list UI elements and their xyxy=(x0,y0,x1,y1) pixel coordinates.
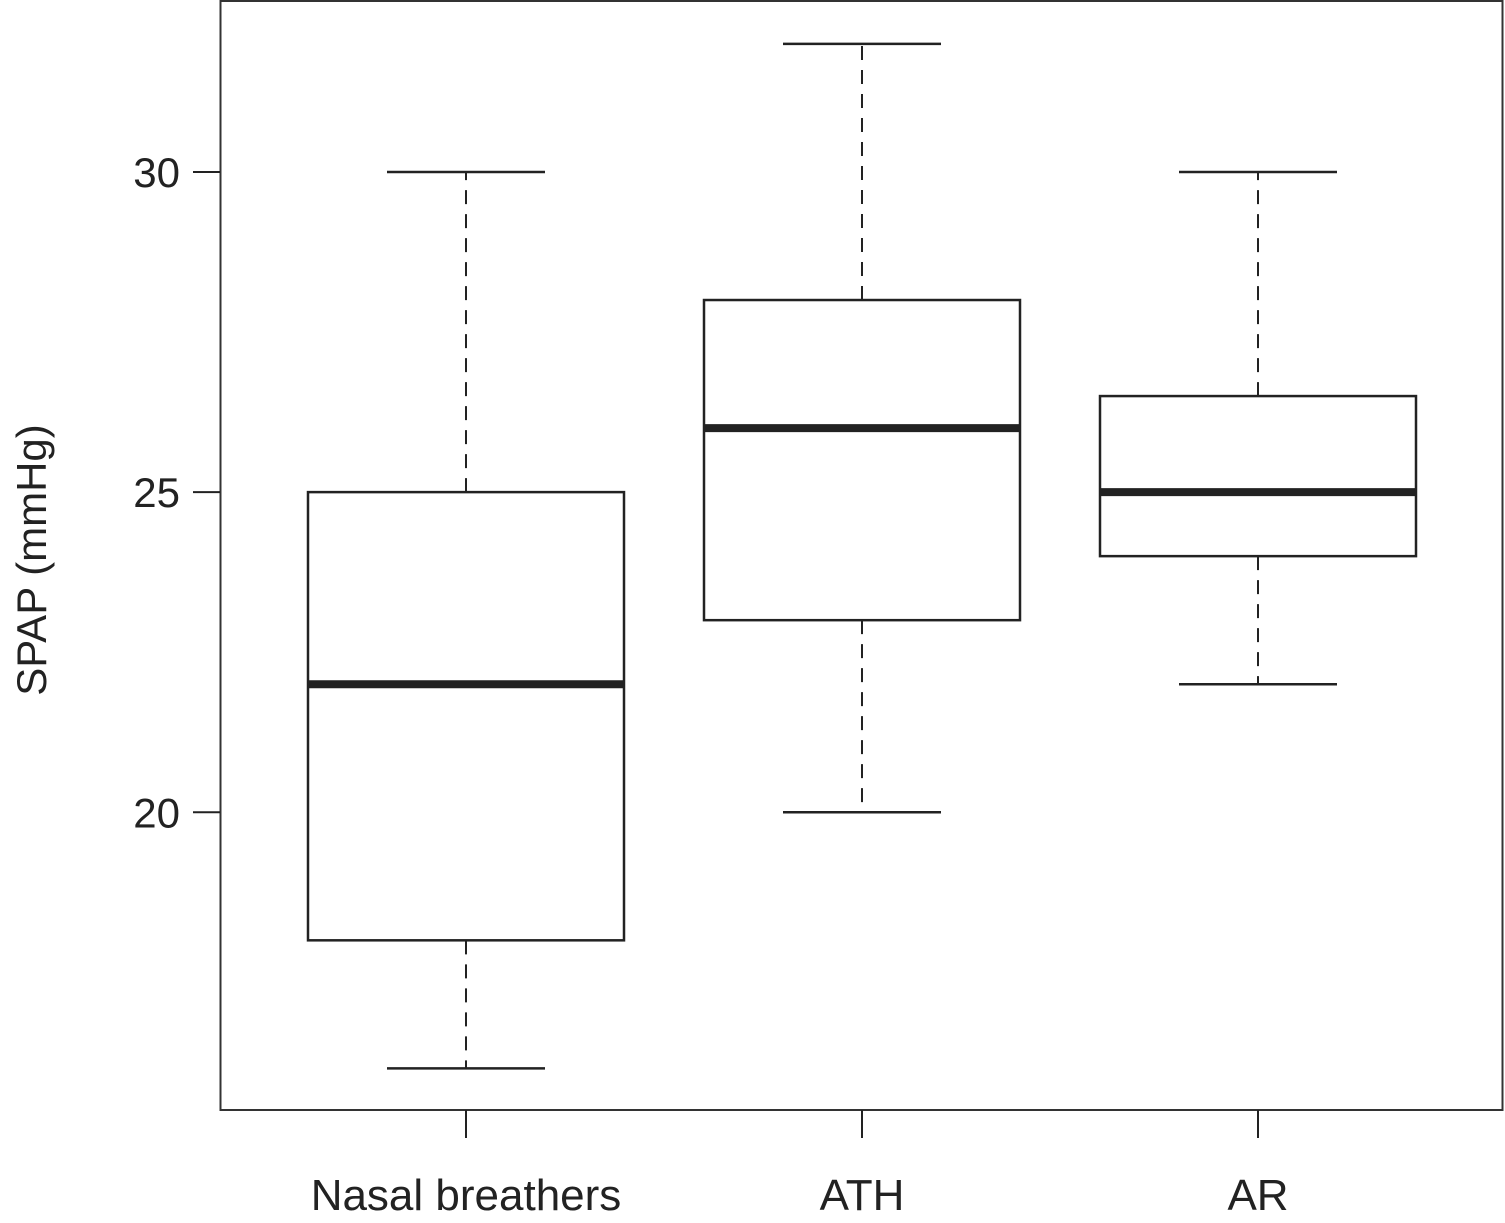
y-tick-label: 20 xyxy=(133,789,180,836)
y-axis-label: SPAP (mmHg) xyxy=(8,424,55,695)
x-tick-label: ATH xyxy=(820,1171,905,1220)
x-tick-label: Nasal breathers xyxy=(311,1171,622,1220)
iqr-box xyxy=(306,490,626,942)
y-tick-label: 25 xyxy=(133,469,180,516)
iqr-box xyxy=(702,298,1022,622)
x-tick-label: AR xyxy=(1227,1171,1288,1220)
y-tick-label: 30 xyxy=(133,149,180,196)
iqr-box xyxy=(1098,394,1418,558)
